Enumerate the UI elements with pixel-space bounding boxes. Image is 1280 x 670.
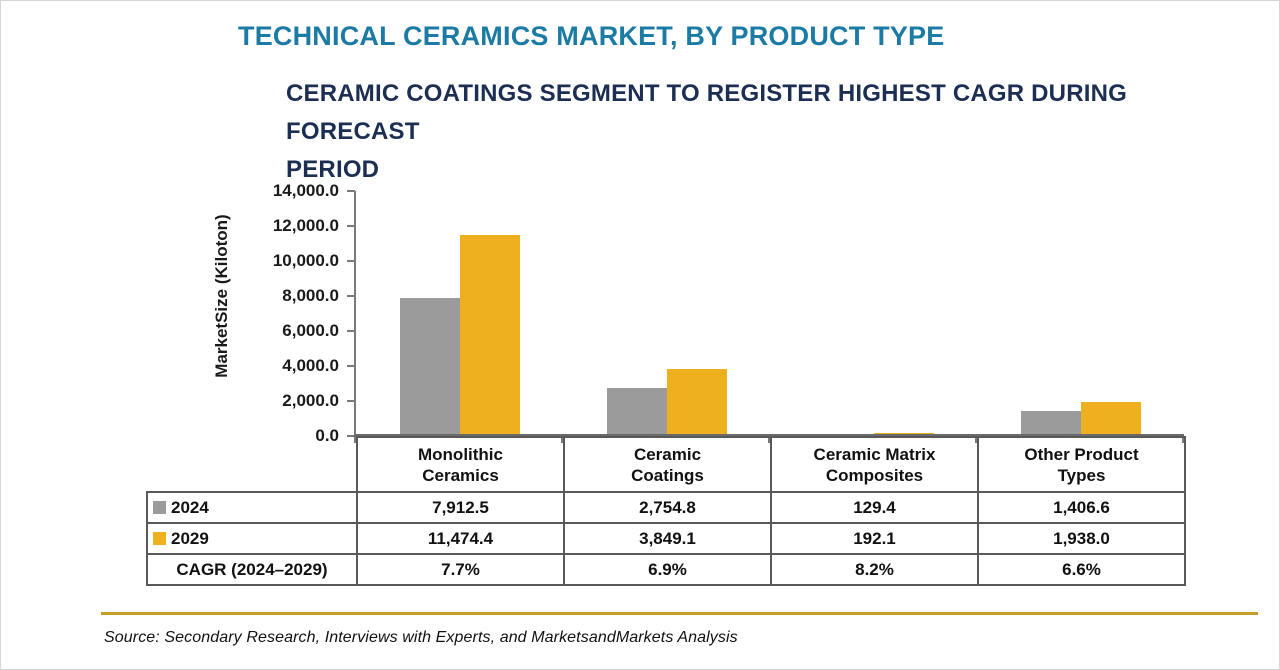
value-2029-category-1: 11,474.4 xyxy=(356,522,565,555)
page-title: TECHNICAL CERAMICS MARKET, BY PRODUCT TY… xyxy=(238,21,945,51)
bar-2029-monolithic xyxy=(459,235,520,436)
bar-2029-other-product xyxy=(1080,402,1141,436)
cagr-value-category-1: 7.7% xyxy=(356,553,565,586)
x-tick-mark xyxy=(354,437,356,443)
chart-subtitle: CERAMIC COATINGS SEGMENT TO REGISTER HIG… xyxy=(286,80,1128,183)
cagr-value-category-3: 8.2% xyxy=(770,553,979,586)
cagr-value-category-2: 6.9% xyxy=(563,553,772,586)
y-tick-label: 2,000.0 xyxy=(282,391,339,410)
cagr-row: CAGR (2024–2029) 7.7% 6.9% 8.2% 6.6% xyxy=(146,553,1186,586)
y-tick-mark xyxy=(347,330,355,332)
category-header-ceramic-matrix: Ceramic Matrix Composites xyxy=(770,436,979,493)
data-table: Monolithic Ceramics Ceramic Coatings Ceram… xyxy=(146,436,1186,586)
y-tick-mark xyxy=(347,190,355,192)
series-row-2024: 2024 7,912.5 2,754.8 129.4 1,406.6 xyxy=(146,491,1186,524)
category-header-ceramic: Ceramic Coatings xyxy=(563,436,772,493)
category-header-other-product: Other Product Types xyxy=(977,436,1186,493)
series-row-2029: 2029 11,474.4 3,849.1 192.1 1,938.0 xyxy=(146,522,1186,555)
y-tick-label: 12,000.0 xyxy=(272,216,339,235)
value-2024-category-1: 7,912.5 xyxy=(356,491,565,524)
y-tick-label: 10,000.0 xyxy=(272,251,339,270)
source-note: Source: Secondary Research, Interviews w… xyxy=(104,629,738,646)
y-tick-label: 4,000.0 xyxy=(282,356,339,375)
y-tick-label: 14,000.0 xyxy=(272,181,339,200)
y-tick-mark xyxy=(347,295,355,297)
plot-area xyxy=(356,191,1184,436)
y-tick-mark xyxy=(347,435,355,437)
legend-swatch-2024 xyxy=(153,500,166,514)
y-tick-mark xyxy=(347,365,355,367)
legend-label-2024: 2024 xyxy=(171,497,209,517)
legend-cell-2024: 2024 xyxy=(146,491,358,524)
value-2024-category-4: 1,406.6 xyxy=(977,491,1186,524)
value-2024-category-2: 2,754.8 xyxy=(563,491,772,524)
cagr-row-label: CAGR (2024–2029) xyxy=(146,553,358,586)
y-tick-label: 0.0 xyxy=(315,426,339,445)
y-tick-mark xyxy=(347,260,355,262)
legend-label-2029: 2029 xyxy=(171,528,209,548)
bar-2024-other-product xyxy=(1020,411,1081,436)
value-2029-category-4: 1,938.0 xyxy=(977,522,1186,555)
y-tick-label: 8,000.0 xyxy=(282,286,339,305)
value-2024-category-3: 129.4 xyxy=(770,491,979,524)
y-axis-line xyxy=(354,191,356,437)
bar-2024-monolithic xyxy=(399,297,460,436)
y-tick-mark xyxy=(347,400,355,402)
value-2029-category-3: 192.1 xyxy=(770,522,979,555)
x-axis-line xyxy=(354,434,1184,437)
bar-2029-ceramic xyxy=(666,368,727,436)
bar-2024-ceramic xyxy=(606,387,667,436)
legend-swatch-2029 xyxy=(153,531,166,545)
value-2029-category-2: 3,849.1 xyxy=(563,522,772,555)
legend-cell-2029: 2029 xyxy=(146,522,358,555)
category-header-monolithic: Monolithic Ceramics xyxy=(356,436,565,493)
table-corner-spacer xyxy=(147,437,357,492)
y-tick-label: 6,000.0 xyxy=(282,321,339,340)
y-tick-mark xyxy=(347,225,355,227)
cagr-value-category-4: 6.6% xyxy=(977,553,1186,586)
gold-divider xyxy=(101,612,1258,615)
category-header-row: Monolithic Ceramics Ceramic Coatings Ceram… xyxy=(147,436,1186,493)
